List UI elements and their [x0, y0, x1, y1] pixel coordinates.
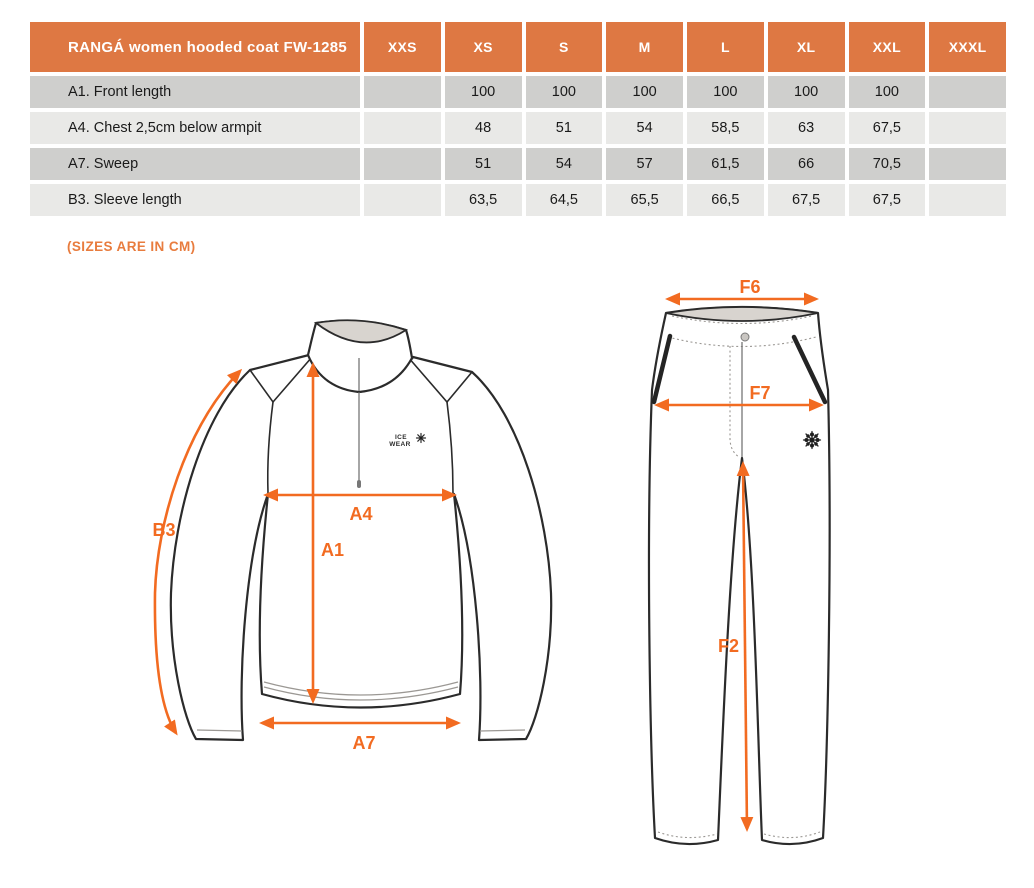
size-value: 51	[525, 112, 603, 144]
hem-stitch	[263, 686, 459, 701]
label-f7: F7	[749, 383, 770, 403]
label-a7: A7	[352, 733, 375, 753]
waist-opening-stitch	[671, 315, 813, 325]
size-value	[364, 148, 441, 180]
size-value: 64,5	[525, 184, 603, 216]
waist-button	[740, 332, 750, 342]
arrow-f2	[736, 461, 754, 832]
size-value: 67,5	[848, 112, 926, 144]
size-table: RANGÁ women hooded coat FW-1285 XXS XS S M L X…	[30, 22, 1006, 216]
zipper-pull	[357, 480, 361, 488]
logo-line1: ICE	[395, 434, 407, 441]
size-value: 100	[444, 76, 522, 108]
size-value: 61,5	[687, 148, 764, 180]
size-value	[364, 184, 441, 216]
size-value: 100	[606, 76, 683, 108]
size-value	[929, 76, 1006, 108]
jacket-outline	[169, 353, 553, 742]
left-hem-stitch	[657, 831, 718, 839]
chest-logo: ICE WEAR	[389, 432, 427, 448]
size-value: 63	[767, 112, 845, 144]
pants-diagram: F6 F7 F2	[647, 277, 831, 846]
size-value: 63,5	[444, 184, 522, 216]
size-value	[929, 184, 1006, 216]
collar-opening	[313, 319, 409, 344]
size-value: 54	[606, 112, 683, 144]
logo-snowflake-icon	[415, 432, 427, 444]
size-value: 51	[444, 148, 522, 180]
fly-stitch	[729, 346, 740, 458]
size-value: 48	[444, 112, 522, 144]
size-value: 58,5	[687, 112, 764, 144]
size-value	[364, 112, 441, 144]
column-header-xxl: XXL	[848, 22, 926, 72]
row-label: B3. Sleeve length	[30, 184, 360, 216]
waist-opening	[665, 306, 819, 322]
size-value: 100	[687, 76, 764, 108]
size-value: 66,5	[687, 184, 764, 216]
left-pocket-slash	[651, 333, 673, 405]
column-header-xxxl: XXXL	[929, 22, 1006, 72]
column-header-s: S	[525, 22, 603, 72]
size-value: 57	[606, 148, 683, 180]
hem-stitch-2	[263, 681, 459, 696]
column-header-xs: XS	[444, 22, 522, 72]
label-b3: B3	[152, 520, 175, 540]
column-header-m: M	[606, 22, 683, 72]
column-header-xl: XL	[767, 22, 845, 72]
size-value	[364, 76, 441, 108]
label-f2: F2	[718, 636, 739, 656]
right-cuff-stitch	[479, 729, 526, 732]
arrow-b3	[153, 368, 243, 736]
jacket-diagram: ICE WEAR B3 A1 A4 A7	[152, 319, 553, 753]
size-value: 65,5	[606, 184, 683, 216]
row-label: A1. Front length	[30, 76, 360, 108]
row-label: A4. Chest 2,5cm below armpit	[30, 112, 360, 144]
size-value: 54	[525, 148, 603, 180]
size-value: 100	[848, 76, 926, 108]
right-pocket-slash	[791, 334, 828, 405]
column-header-xxs: XXS	[364, 22, 441, 72]
size-value: 100	[767, 76, 845, 108]
pants-outline	[647, 305, 831, 846]
label-a1: A1	[321, 540, 344, 560]
snowflake-icon	[802, 430, 822, 450]
size-value	[929, 148, 1006, 180]
right-hem-stitch	[763, 831, 821, 839]
left-raglan-seam	[266, 401, 274, 494]
size-value	[929, 112, 1006, 144]
column-header-l: L	[687, 22, 764, 72]
table-title: RANGÁ women hooded coat FW-1285	[30, 22, 360, 72]
size-value: 67,5	[848, 184, 926, 216]
size-value: 100	[525, 76, 603, 108]
size-value: 70,5	[848, 148, 926, 180]
size-value: 66	[767, 148, 845, 180]
right-raglan-seam	[446, 401, 454, 494]
logo-line2: WEAR	[389, 441, 410, 448]
label-f6: F6	[739, 277, 760, 297]
size-value: 67,5	[767, 184, 845, 216]
label-a4: A4	[349, 504, 372, 524]
row-label: A7. Sweep	[30, 148, 360, 180]
units-note: (SIZES ARE IN CM)	[67, 239, 196, 254]
